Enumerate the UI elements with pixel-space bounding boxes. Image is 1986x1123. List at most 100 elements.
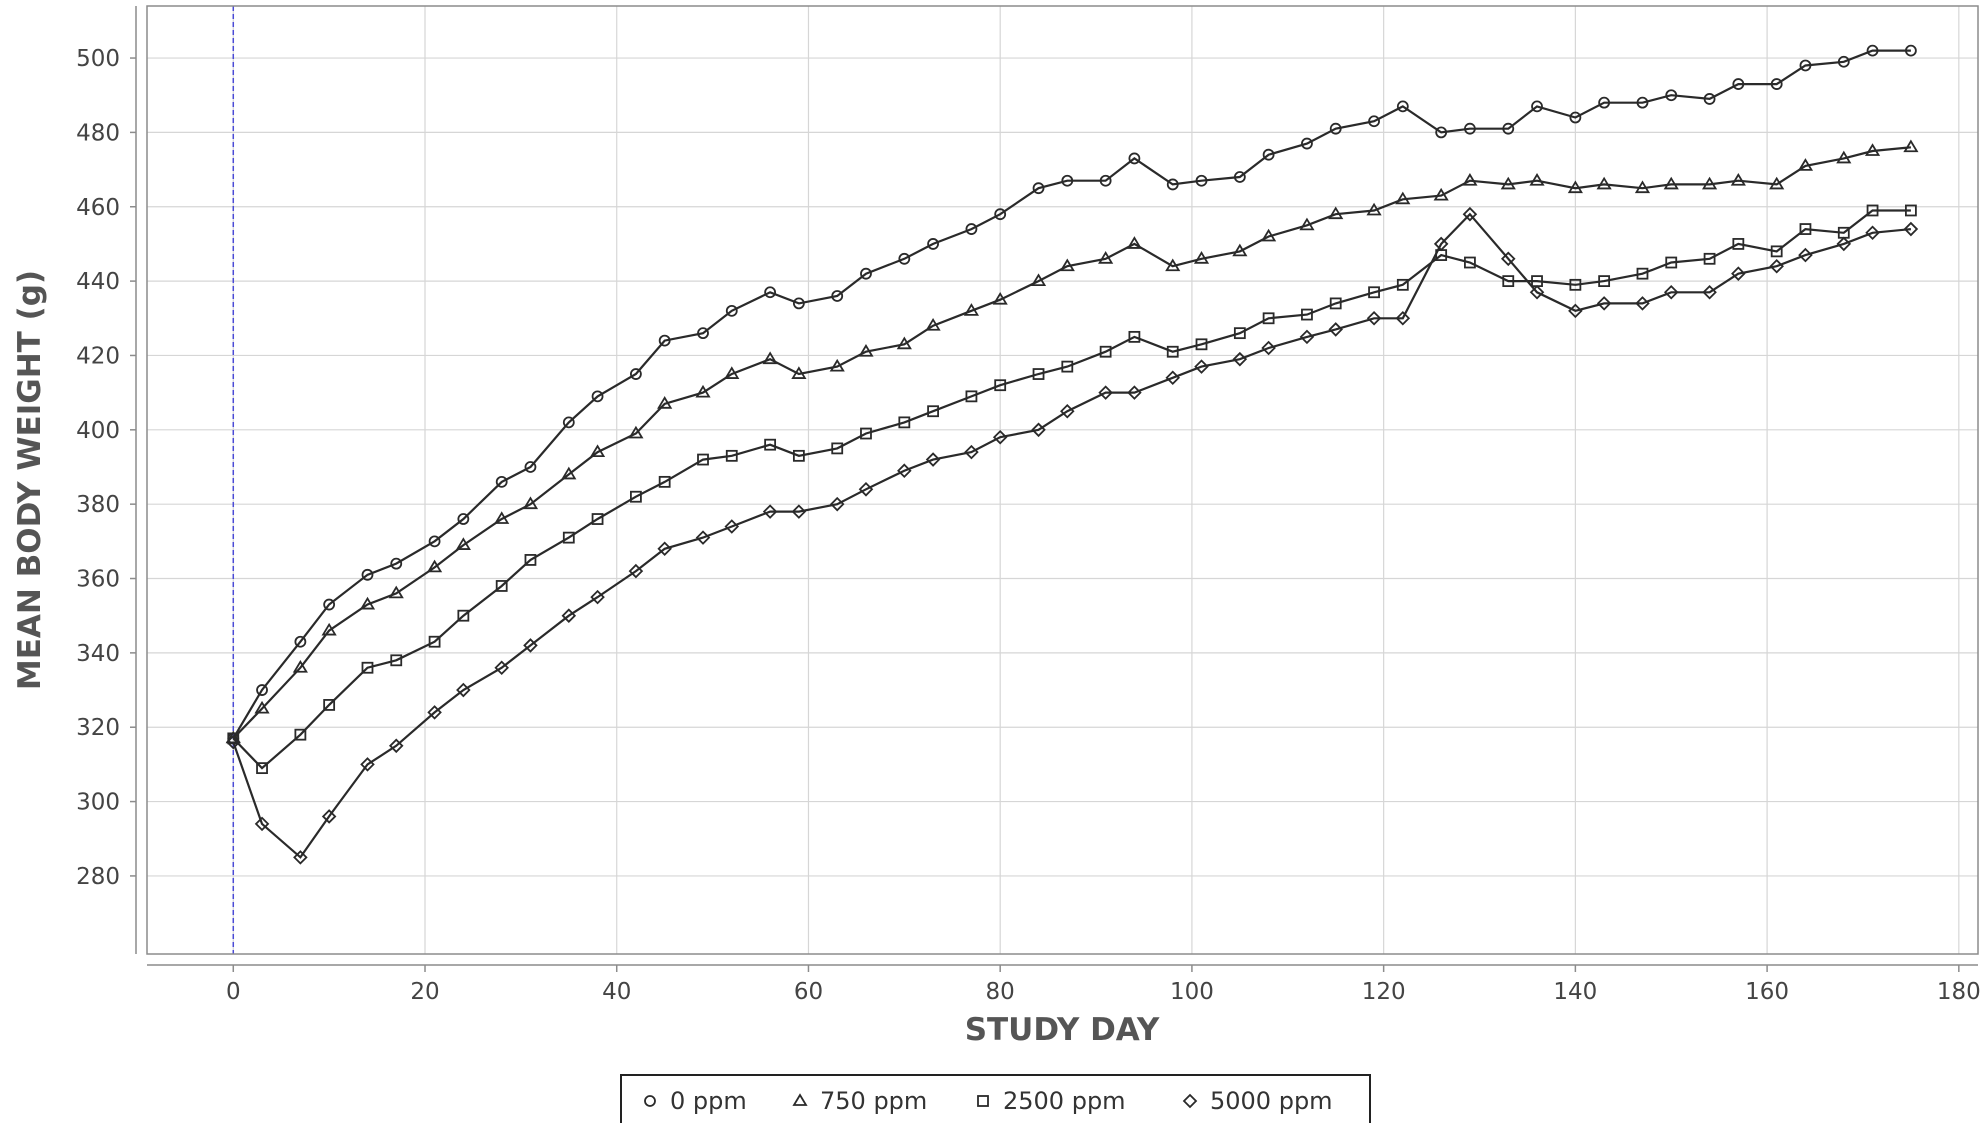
data-point: [360, 757, 375, 772]
data-point: [762, 351, 778, 365]
x-axis-title: STUDY DAY: [965, 1012, 1160, 1048]
data-point: [1032, 182, 1045, 195]
data-point: [1098, 251, 1114, 264]
data-point: [1596, 296, 1612, 311]
data-point: [898, 416, 911, 429]
data-point: [1061, 360, 1074, 373]
data-point: [1730, 172, 1746, 186]
data-point: [860, 427, 872, 440]
data-point: [1061, 174, 1074, 187]
series-diamond: [226, 206, 1919, 865]
data-point: [1836, 236, 1852, 252]
data-point: [1261, 340, 1276, 356]
data-point: [1128, 152, 1141, 165]
data-point: [1865, 225, 1880, 241]
data-point: [1797, 158, 1814, 171]
data-point: [1194, 359, 1209, 374]
data-point: [858, 482, 874, 497]
data-point: [831, 290, 844, 302]
data-point: [1232, 243, 1248, 257]
y-tick-label: 460: [76, 195, 120, 221]
data-point: [1703, 252, 1716, 265]
data-point: [829, 496, 845, 512]
data-point: [1433, 187, 1449, 201]
legend: 0 ppm 750 ppm 2500 ppm 5000 ppm: [620, 1074, 1371, 1123]
y-tick-label: 280: [76, 864, 120, 890]
data-point: [925, 452, 941, 467]
data-point: [764, 438, 777, 451]
data-point: [1770, 78, 1783, 90]
data-point: [1301, 137, 1313, 150]
data-point: [591, 390, 604, 403]
data-point: [428, 535, 441, 548]
data-point: [791, 504, 807, 519]
data-point: [897, 463, 912, 478]
data-point: [1195, 174, 1208, 187]
data-point: [1769, 176, 1785, 190]
data-point: [1866, 204, 1879, 217]
data-point: [1232, 351, 1248, 367]
data-point: [256, 762, 268, 775]
data-point: [1799, 59, 1812, 72]
data-point: [1731, 266, 1746, 281]
data-point: [1233, 327, 1246, 340]
data-point: [323, 699, 336, 711]
data-point: [1598, 96, 1611, 109]
data-point: [524, 554, 537, 566]
y-tick-label: 380: [76, 492, 120, 518]
y-tick-label: 360: [76, 567, 120, 593]
y-tick-label: 320: [76, 715, 120, 741]
data-point: [427, 559, 443, 573]
data-point: [561, 466, 577, 480]
data-point: [321, 622, 337, 636]
series-line: [232, 209, 1911, 770]
y-tick-label: 340: [76, 641, 120, 667]
data-point: [697, 453, 709, 466]
data-point: [590, 589, 605, 605]
data-point: [323, 598, 336, 611]
data-point: [294, 728, 307, 741]
data-point: [1099, 345, 1112, 358]
data-point: [1262, 312, 1275, 325]
data-point: [1770, 245, 1783, 258]
data-point: [1396, 278, 1409, 291]
data-point: [964, 444, 979, 460]
data-point: [294, 635, 307, 648]
data-point: [898, 252, 911, 265]
legend-item: 750 ppm: [792, 1087, 927, 1115]
data-point: [1193, 251, 1210, 264]
data-point: [1126, 236, 1142, 249]
data-point: [695, 530, 711, 545]
series-square: [227, 204, 1917, 775]
data-point: [523, 638, 538, 653]
data-point: [792, 297, 805, 310]
data-point: [1031, 422, 1046, 438]
data-point: [1531, 100, 1543, 113]
data-point: [1502, 122, 1515, 135]
x-tick-label: 180: [1937, 979, 1981, 1005]
data-point: [1903, 221, 1919, 237]
data-point: [697, 327, 709, 340]
legend-label: 5000 ppm: [1210, 1087, 1333, 1115]
data-point: [1166, 345, 1179, 358]
data-point: [589, 444, 606, 458]
data-point: [456, 682, 471, 698]
data-point: [1030, 273, 1047, 287]
data-point: [1904, 204, 1917, 217]
data-point: [494, 511, 510, 524]
data-point: [1635, 296, 1650, 311]
x-tick-label: 120: [1362, 979, 1406, 1005]
data-point: [858, 343, 874, 357]
data-point: [321, 809, 337, 824]
data-point: [226, 734, 241, 750]
data-point: [361, 568, 374, 581]
data-point: [658, 475, 671, 488]
data-point: [1732, 78, 1745, 90]
data-point: [724, 519, 740, 534]
data-point: [388, 585, 404, 599]
data-point: [965, 223, 978, 235]
y-axis-title: MEAN BODY WEIGHT (g): [12, 270, 48, 690]
legend-marker: [977, 1095, 989, 1107]
data-point: [254, 816, 270, 832]
